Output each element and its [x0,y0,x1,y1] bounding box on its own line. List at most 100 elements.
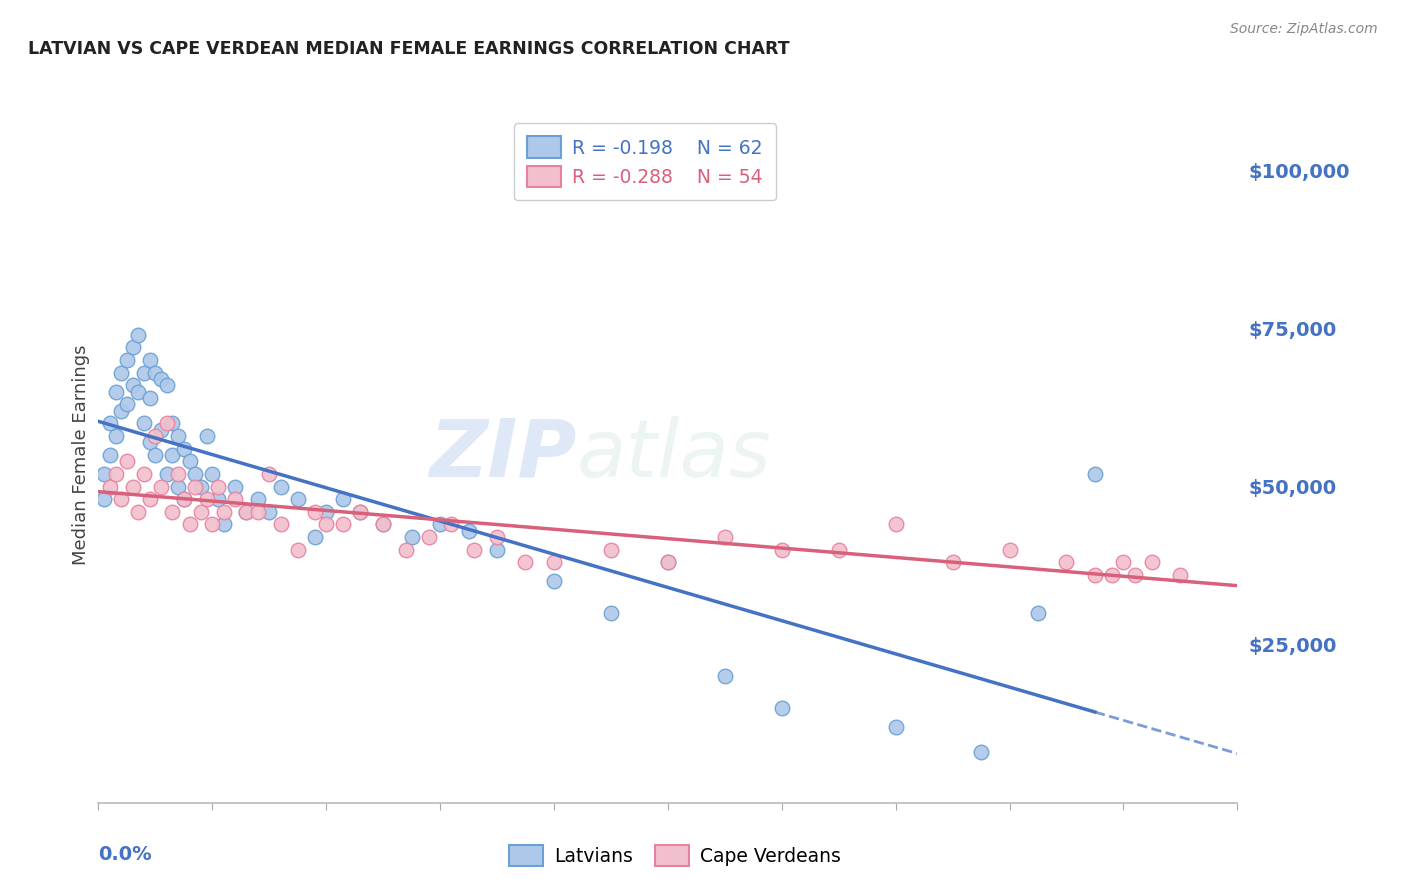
Point [132,417,155,431]
Point [1101,568,1123,582]
Point [714,669,737,683]
Point [127,384,149,399]
Point [201,517,224,532]
Point [195,429,218,443]
Point [127,505,149,519]
Point [315,505,337,519]
Point [418,530,440,544]
Point [212,517,235,532]
Point [884,517,907,532]
Point [162,417,184,431]
Point [150,423,173,437]
Point [110,403,132,417]
Point [138,391,160,405]
Point [429,517,451,532]
Point [259,467,281,481]
Point [395,542,418,557]
Point [115,353,138,368]
Point [235,505,257,519]
Point [884,720,907,734]
Text: atlas: atlas [576,416,772,494]
Point [259,505,281,519]
Point [207,479,229,493]
Point [138,353,160,368]
Text: ZIP: ZIP [429,416,576,494]
Point [110,366,132,380]
Point [190,479,212,493]
Point [304,530,326,544]
Point [179,517,201,532]
Point [970,745,993,759]
Point [150,372,173,386]
Point [173,442,195,456]
Point [121,479,143,493]
Point [190,505,212,519]
Point [270,479,292,493]
Point [287,542,309,557]
Point [167,467,190,481]
Point [440,517,463,532]
Point [486,542,509,557]
Point [224,479,246,493]
Point [1170,568,1192,582]
Point [235,505,257,519]
Point [1056,556,1078,570]
Point [184,467,207,481]
Point [770,542,793,557]
Point [1123,568,1146,582]
Legend: Latvians, Cape Verdeans: Latvians, Cape Verdeans [502,837,848,873]
Point [515,556,537,570]
Text: LATVIAN VS CAPE VERDEAN MEDIAN FEMALE EARNINGS CORRELATION CHART: LATVIAN VS CAPE VERDEAN MEDIAN FEMALE EA… [28,40,790,58]
Point [287,492,309,507]
Point [714,530,737,544]
Point [145,429,167,443]
Point [657,556,679,570]
Point [201,467,224,481]
Point [543,556,565,570]
Point [349,505,371,519]
Point [207,492,229,507]
Point [179,454,201,468]
Point [1140,556,1163,570]
Point [246,505,269,519]
Point [270,517,292,532]
Point [127,327,149,342]
Point [373,517,395,532]
Point [1084,568,1107,582]
Point [246,492,269,507]
Point [332,492,354,507]
Point [156,467,179,481]
Point [156,378,179,392]
Point [224,492,246,507]
Point [373,517,395,532]
Legend: R = -0.198    N = 62, R = -0.288    N = 54: R = -0.198 N = 62, R = -0.288 N = 54 [515,123,776,201]
Point [304,505,326,519]
Point [167,429,190,443]
Point [115,454,138,468]
Point [132,467,155,481]
Point [1112,556,1135,570]
Point [173,492,195,507]
Point [998,542,1021,557]
Point [150,479,173,493]
Y-axis label: Median Female Earnings: Median Female Earnings [72,344,90,566]
Point [1084,467,1107,481]
Point [828,542,851,557]
Point [145,366,167,380]
Point [600,606,623,620]
Point [195,492,218,507]
Point [457,524,479,538]
Point [98,479,121,493]
Point [162,505,184,519]
Point [349,505,371,519]
Point [657,556,679,570]
Point [212,505,235,519]
Point [138,492,160,507]
Point [543,574,565,589]
Point [93,492,115,507]
Point [98,448,121,462]
Point [600,542,623,557]
Text: Source: ZipAtlas.com: Source: ZipAtlas.com [1230,22,1378,37]
Point [156,417,179,431]
Point [132,366,155,380]
